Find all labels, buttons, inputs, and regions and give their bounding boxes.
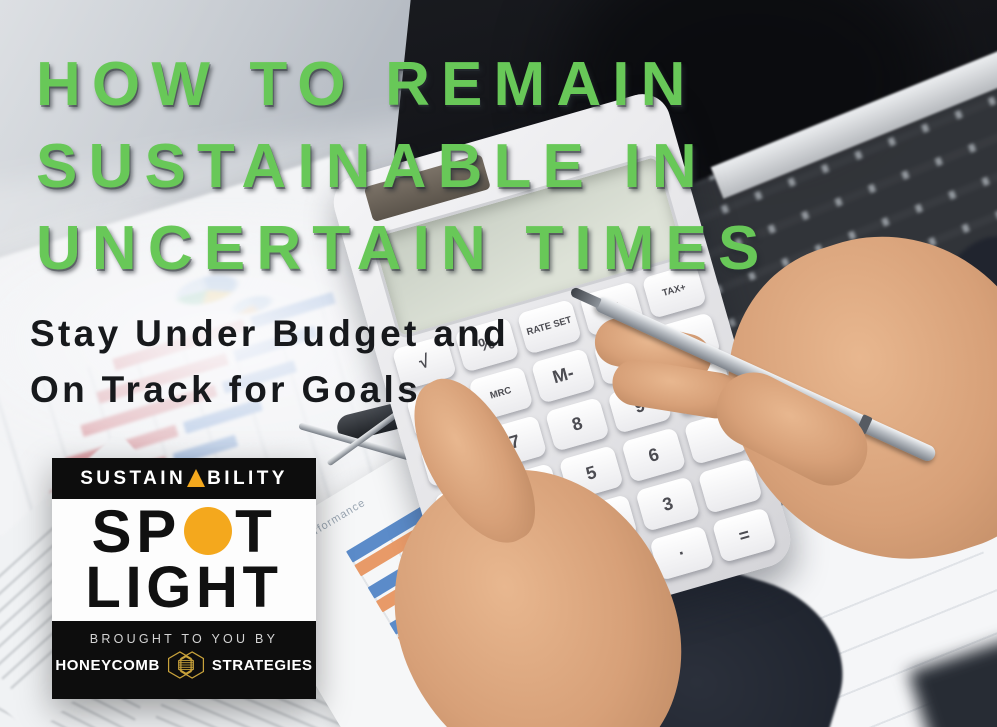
calc-key: =	[711, 507, 777, 563]
logo-light-text: LIGHT	[85, 555, 283, 620]
brand-honeycomb: HONEYCOMB	[55, 656, 160, 674]
logo-top-bar: SUSTAIN BILITY	[52, 458, 316, 499]
headline-line-1: HOW TO REMAIN	[36, 50, 697, 119]
headline-line-3: UNCERTAIN TIMES	[36, 214, 771, 283]
logo-t-text: T	[235, 497, 277, 565]
brand-strategies: STRATEGIES	[211, 656, 313, 674]
calc-key: 8	[544, 396, 610, 453]
brand-line: HONEYCOMB STRATEGIES	[52, 651, 316, 679]
logo-middle: SP T LIGHT	[52, 498, 316, 621]
logo-sp-text: SP	[91, 497, 182, 565]
orange-triangle-icon	[187, 468, 206, 487]
brought-to-you-by: BROUGHT TO YOU BY	[89, 632, 279, 646]
logo-bility-text: BILITY	[207, 467, 288, 489]
calc-key: RATE SET	[516, 298, 582, 355]
calc-key: 3	[635, 476, 701, 533]
subtitle-line-1: Stay Under Budget and	[30, 313, 510, 354]
logo-spot-line: SP T	[52, 498, 316, 565]
calc-key: 6	[621, 427, 687, 484]
logo-bottom-bar: BROUGHT TO YOU BY HONEYCOMB STRATEGIES	[52, 621, 316, 699]
headline: HOW TO REMAIN SUSTAINABLE IN UNCERTAIN T…	[36, 44, 771, 290]
calc-key: M-	[530, 347, 596, 404]
logo-sustain-text: SUSTAIN	[80, 467, 187, 489]
subtitle-line-2: On Track for Goals	[30, 369, 421, 410]
orange-circle-icon	[184, 507, 233, 555]
subtitle: Stay Under Budget and On Track for Goals	[30, 306, 509, 418]
sustainability-spotlight-logo: SUSTAIN BILITY SP T LIGHT BROUGHT TO YOU…	[52, 458, 316, 699]
headline-line-2: SUSTAINABLE IN	[36, 132, 708, 201]
honeycomb-hexagon-icon	[167, 651, 204, 679]
